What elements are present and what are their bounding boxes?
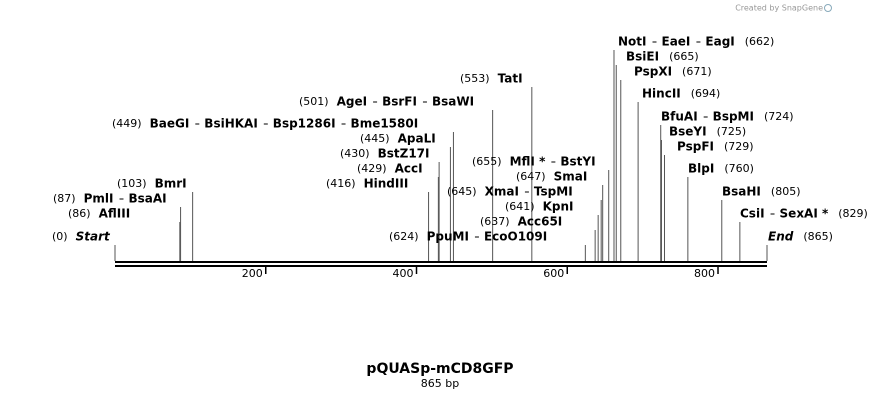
- site-position: (665): [669, 50, 699, 63]
- enzyme-name: TatI: [498, 72, 523, 86]
- site-position: (662): [745, 35, 775, 48]
- site-position: (0): [52, 230, 68, 243]
- site-position: (641): [505, 200, 535, 213]
- enzyme-name: AflIII: [99, 207, 131, 221]
- site-position: (416): [326, 177, 356, 190]
- enzyme-name: PmlI: [84, 192, 114, 206]
- enzyme-name: KpnI: [543, 200, 574, 214]
- enzyme-name: Bsp1286I: [273, 117, 336, 131]
- enzyme-name: Start: [76, 230, 111, 244]
- site-position: (86): [68, 207, 91, 220]
- site-position: (449): [112, 117, 142, 130]
- site-position: (805): [771, 185, 801, 198]
- enzyme-name: BlpI: [688, 162, 714, 176]
- site-position: (624): [389, 230, 419, 243]
- enzyme-name: BsaAI: [128, 192, 166, 206]
- site-position: (647): [516, 170, 546, 183]
- enzyme-name: XmaI: [485, 185, 519, 199]
- enzyme-name: PspFI: [677, 140, 714, 154]
- site-position: (671): [682, 65, 712, 78]
- enzyme-name: AgeI: [337, 95, 367, 109]
- enzyme-name: CsiI: [740, 207, 765, 221]
- enzyme-name: BfuAI: [661, 110, 698, 124]
- subtitle: 865 bp: [421, 377, 459, 390]
- title: pQUASp-mCD8GFP: [366, 361, 513, 377]
- enzyme-name: EagI: [705, 35, 734, 49]
- tick-label: 200: [242, 267, 263, 280]
- enzyme-name: MflI *: [510, 155, 546, 169]
- enzyme-name: End: [768, 230, 794, 244]
- enzyme-name: HindIII: [364, 177, 409, 191]
- enzyme-name: BsaHI: [722, 185, 761, 199]
- site-position: (760): [724, 162, 754, 175]
- site-position: (724): [764, 110, 794, 123]
- site-position: (694): [691, 87, 721, 100]
- enzyme-name: BspMI: [713, 110, 754, 124]
- site-position: (725): [717, 125, 747, 138]
- enzyme-name: ApaLI: [398, 132, 436, 146]
- site-position: (729): [724, 140, 754, 153]
- site-position: (501): [299, 95, 329, 108]
- site-position: (445): [360, 132, 390, 145]
- enzyme-name: SexAI *: [780, 207, 829, 221]
- enzyme-name: PspXI: [634, 65, 672, 79]
- enzyme-name: BseYI: [669, 125, 707, 139]
- site-position: (430): [340, 147, 370, 160]
- site-position: (655): [472, 155, 502, 168]
- site-position: (865): [803, 230, 833, 243]
- enzyme-name: BstYI: [560, 155, 595, 169]
- logo: [824, 4, 832, 12]
- enzyme-name: EcoO109I: [484, 230, 547, 244]
- enzyme-name: BsiEI: [626, 50, 659, 64]
- site-position: (429): [357, 162, 387, 175]
- site-position: (645): [447, 185, 477, 198]
- enzyme-name: NotI: [618, 35, 647, 49]
- site-position: (553): [460, 72, 490, 85]
- enzyme-name: BmrI: [155, 177, 187, 191]
- enzyme-name: HincII: [642, 87, 681, 101]
- enzyme-name: Acc65I: [518, 215, 563, 229]
- site-position: (103): [117, 177, 147, 190]
- enzyme-name: BsrFI: [382, 95, 417, 109]
- enzyme-name: BsaWI: [432, 95, 474, 109]
- enzyme-name: BstZ17I: [378, 147, 430, 161]
- enzyme-name: EaeI: [662, 35, 691, 49]
- site-position: (829): [838, 207, 868, 220]
- credit: Created by SnapGene: [735, 4, 823, 13]
- tick-label: 400: [393, 267, 414, 280]
- enzyme-name: AccI: [395, 162, 423, 176]
- enzyme-name: PpuMI: [427, 230, 469, 244]
- enzyme-name: BaeGI: [150, 117, 190, 131]
- enzyme-name: Bme1580I: [351, 117, 419, 131]
- site-position: (637): [480, 215, 510, 228]
- enzyme-name: SmaI: [554, 170, 588, 184]
- tick-label: 800: [694, 267, 715, 280]
- enzyme-name: TspMI: [534, 185, 573, 199]
- site-position: (87): [53, 192, 76, 205]
- tick-label: 600: [543, 267, 564, 280]
- enzyme-name: BsiHKAI: [204, 117, 258, 131]
